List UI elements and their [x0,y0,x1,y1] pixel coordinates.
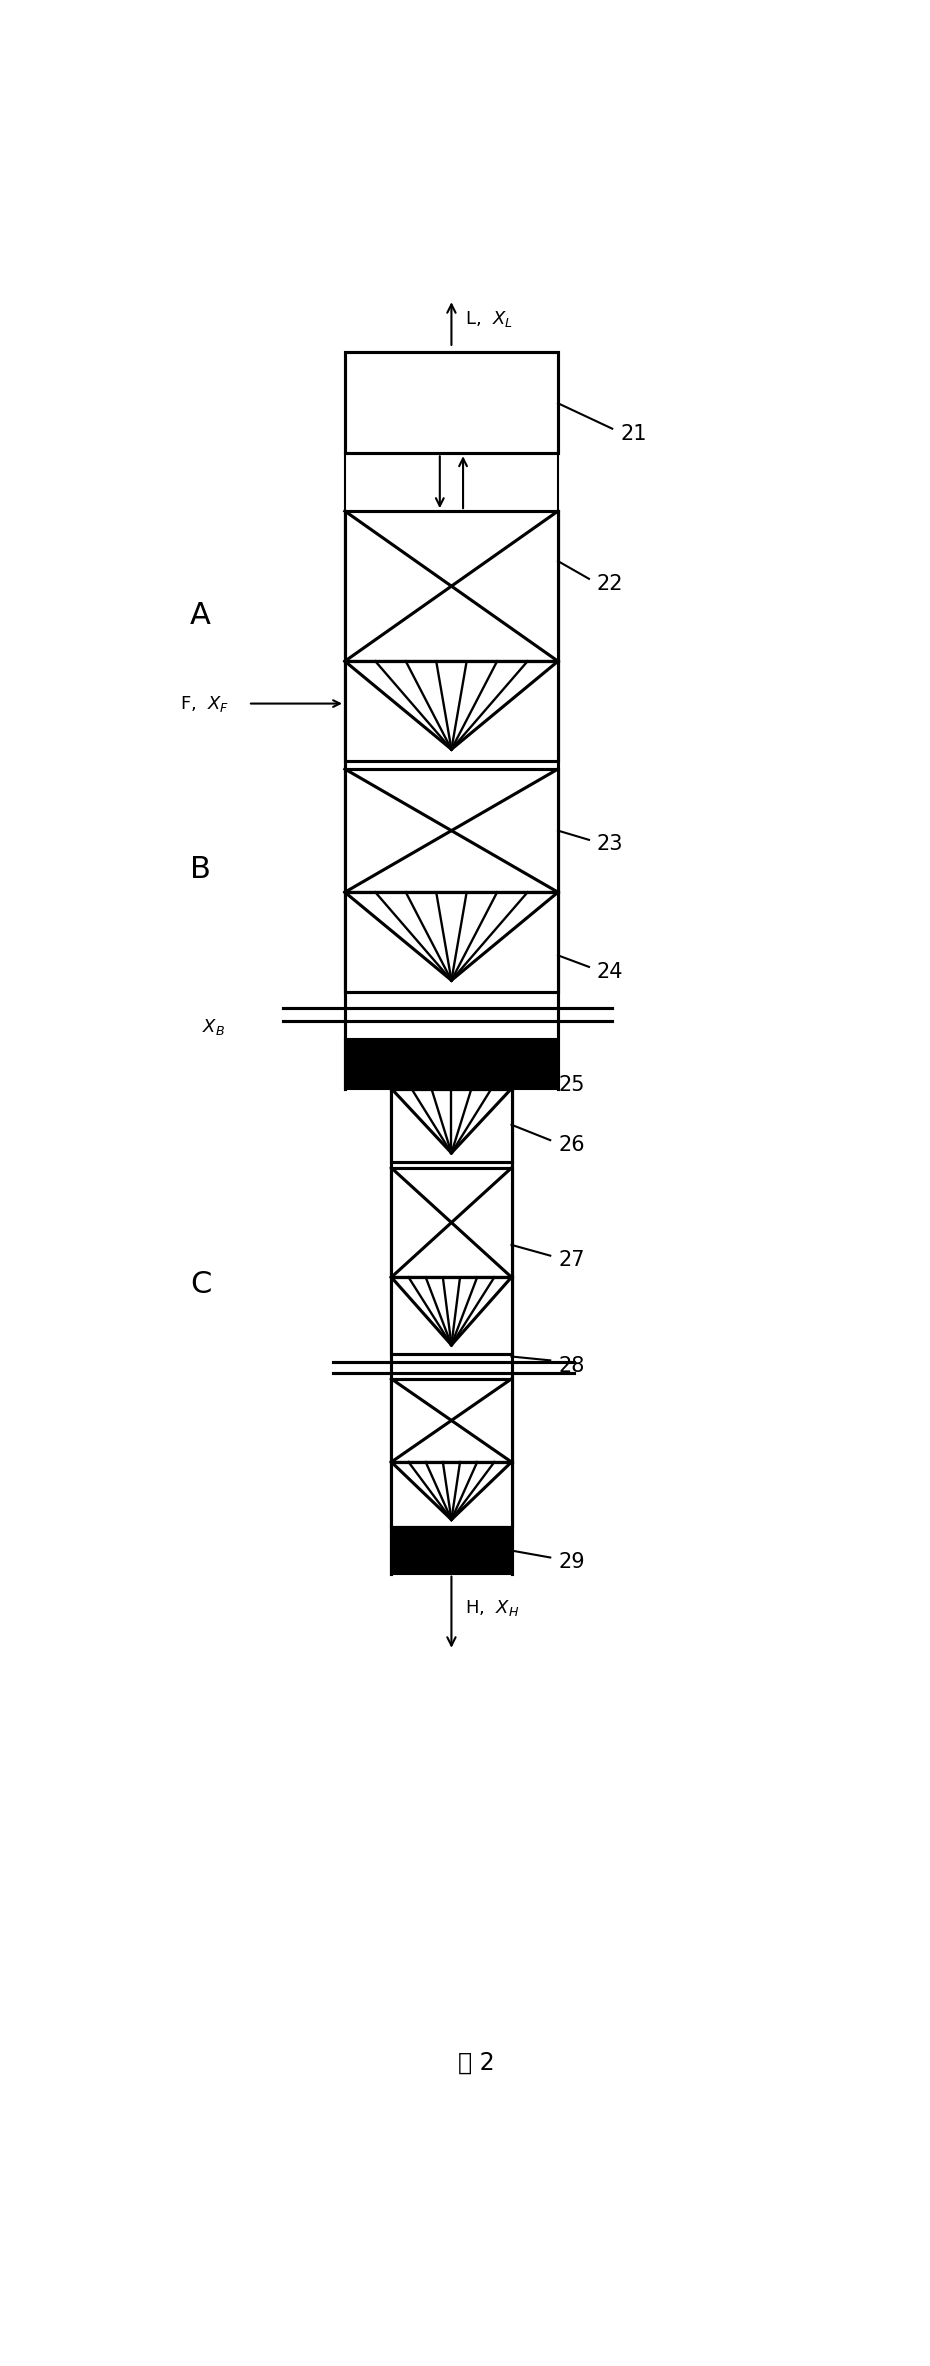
Polygon shape [392,1462,512,1528]
Text: C: C [190,1271,211,1299]
Text: $X_B$: $X_B$ [202,1017,224,1036]
Text: B: B [190,854,211,883]
Text: 29: 29 [558,1552,585,1571]
Polygon shape [345,353,558,454]
Polygon shape [345,660,558,762]
Text: 23: 23 [597,835,623,854]
Text: 28: 28 [558,1356,584,1375]
Text: 22: 22 [597,575,623,594]
Text: H,  $X_H$: H, $X_H$ [465,1599,520,1618]
Text: L,  $X_L$: L, $X_L$ [465,308,513,329]
Polygon shape [345,769,558,892]
Polygon shape [392,1088,512,1162]
Text: 26: 26 [558,1136,585,1155]
Text: 27: 27 [558,1249,584,1271]
Polygon shape [345,892,558,991]
Text: 图 2: 图 2 [458,2051,495,2075]
Text: A: A [190,601,211,629]
Bar [345,1039,558,1088]
Polygon shape [392,1169,512,1278]
Polygon shape [392,1278,512,1353]
Polygon shape [345,511,558,660]
Text: 24: 24 [597,961,623,982]
Text: F,  $X_F$: F, $X_F$ [179,693,229,715]
Bar [392,1528,512,1573]
Text: 25: 25 [558,1074,584,1095]
Text: 21: 21 [620,424,646,445]
Polygon shape [392,1379,512,1462]
